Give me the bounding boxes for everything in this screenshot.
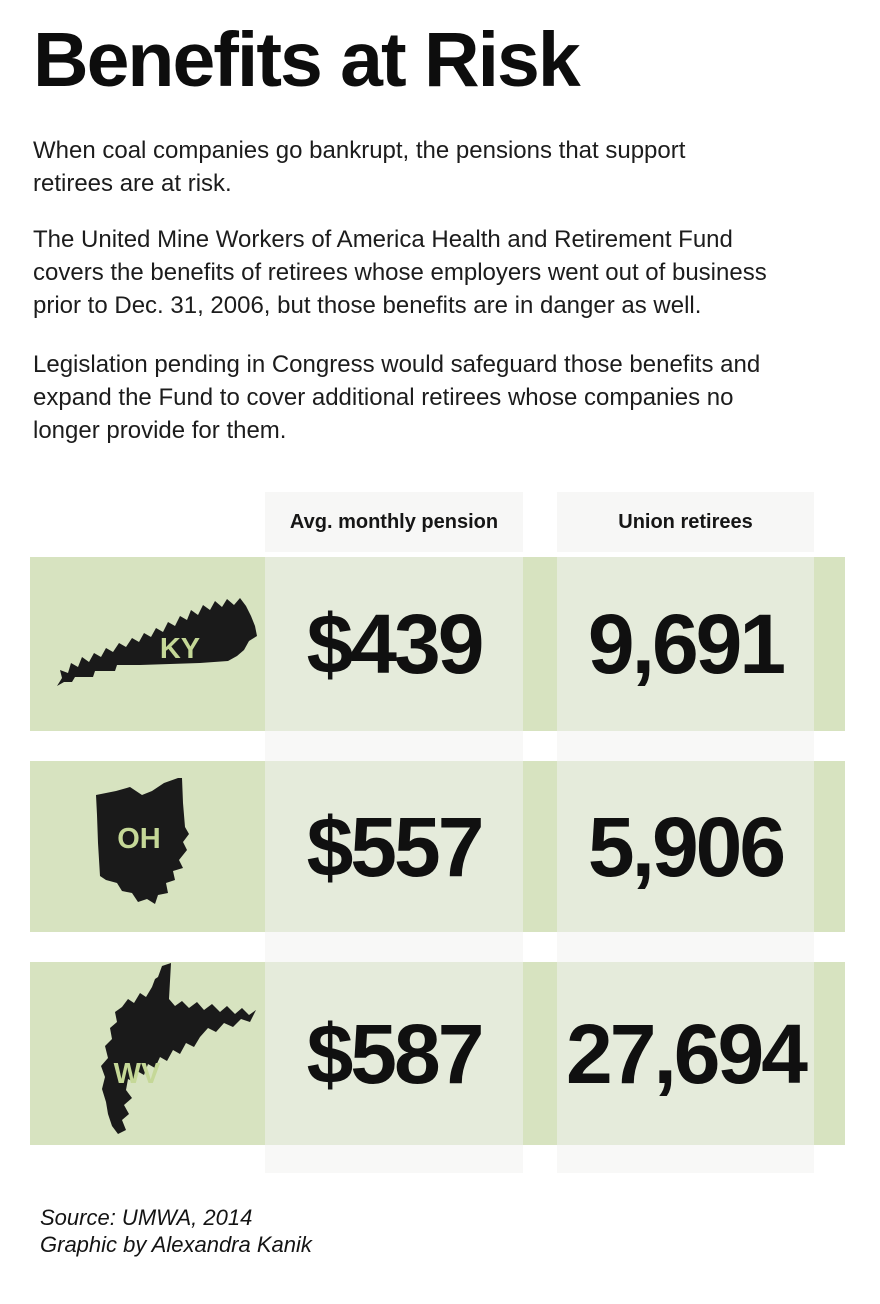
kentucky-map-icon: KY: [57, 598, 257, 686]
state-abbreviation: WV: [114, 1058, 161, 1090]
retirees-cell: 9,691: [557, 557, 814, 731]
pension-value: $587: [306, 1006, 485, 1101]
paragraph-line: prior to Dec. 31, 2006, but those benefi…: [33, 292, 702, 319]
row-edge: [814, 557, 845, 731]
credit-line: Graphic by Alexandra Kanik: [40, 1232, 312, 1257]
pension-value: $439: [306, 597, 485, 691]
column-header-pension: Avg. monthly pension: [265, 492, 523, 552]
retirees-value: 27,694: [566, 1006, 808, 1101]
spacer-segment: [814, 932, 845, 962]
paragraph-line: covers the benefits of retirees whose em…: [33, 259, 767, 286]
pension-cell: $587: [265, 962, 523, 1145]
spacer-segment: [557, 1145, 814, 1173]
spacer-segment: [523, 932, 557, 962]
ohio-map-icon: OH: [96, 778, 189, 904]
table-row-wv: WV $587 27,694: [30, 962, 845, 1145]
intro-paragraph-2: The United Mine Workers of America Healt…: [33, 223, 767, 322]
row-edge: [814, 761, 845, 932]
spacer-segment: [265, 731, 523, 761]
row-spacer: [30, 731, 845, 761]
pension-cell: $439: [265, 557, 523, 731]
row-edge: [814, 492, 845, 552]
page-title: Benefits at Risk: [33, 17, 581, 103]
row-spacer: [30, 932, 845, 962]
column-header-label: Avg. monthly pension: [289, 510, 499, 533]
spacer-segment: [814, 731, 845, 761]
state-cell: KY: [30, 557, 265, 731]
paragraph-line: longer provide for them.: [33, 417, 287, 444]
intro-paragraph-1: When coal companies go bankrupt, the pen…: [33, 134, 685, 200]
table-footer-strip: [30, 1145, 845, 1173]
retirees-cell: 5,906: [557, 761, 814, 932]
paragraph-line: Legislation pending in Congress would sa…: [33, 351, 761, 378]
column-header-retirees: Union retirees: [557, 492, 814, 552]
retirees-value: 5,906: [587, 799, 786, 894]
table-header-row: Avg. monthly pension Union retirees: [30, 492, 845, 552]
spacer-segment: [265, 1145, 523, 1173]
column-header-label: Union retirees: [618, 510, 753, 533]
paragraph-line: When coal companies go bankrupt, the pen…: [33, 137, 686, 164]
header-state-spacer: [30, 492, 265, 552]
spacer-segment: [265, 932, 523, 962]
pension-value: $557: [306, 799, 485, 894]
source-note: Source: UMWA, 2014 Graphic by Alexandra …: [40, 1204, 312, 1258]
column-gap: [523, 761, 557, 932]
table-row-oh: OH $557 5,906: [30, 761, 845, 932]
spacer-segment: [30, 932, 265, 962]
state-cell: OH: [30, 761, 265, 932]
retirees-value: 9,691: [587, 597, 786, 691]
table-row-ky: KY $439 9,691: [30, 557, 845, 731]
state-abbreviation: OH: [117, 823, 161, 855]
column-gap: [523, 492, 557, 552]
spacer-segment: [30, 1145, 265, 1173]
paragraph-line: retirees are at risk.: [33, 170, 232, 197]
paragraph-line: The United Mine Workers of America Healt…: [33, 226, 733, 253]
pension-table: Avg. monthly pension Union retirees KY $…: [30, 492, 845, 1173]
retirees-cell: 27,694: [557, 962, 814, 1145]
west-virginia-map-icon: WV: [101, 963, 256, 1134]
source-line: Source: UMWA, 2014: [40, 1205, 253, 1230]
spacer-segment: [557, 932, 814, 962]
spacer-segment: [814, 1145, 845, 1173]
spacer-segment: [523, 1145, 557, 1173]
intro-paragraph-3: Legislation pending in Congress would sa…: [33, 348, 760, 447]
spacer-segment: [30, 731, 265, 761]
column-gap: [523, 557, 557, 731]
spacer-segment: [557, 731, 814, 761]
row-edge: [814, 962, 845, 1145]
spacer-segment: [523, 731, 557, 761]
state-cell: WV: [30, 962, 265, 1145]
paragraph-line: expand the Fund to cover additional reti…: [33, 384, 734, 411]
column-gap: [523, 962, 557, 1145]
state-abbreviation: KY: [160, 633, 200, 665]
pension-cell: $557: [265, 761, 523, 932]
